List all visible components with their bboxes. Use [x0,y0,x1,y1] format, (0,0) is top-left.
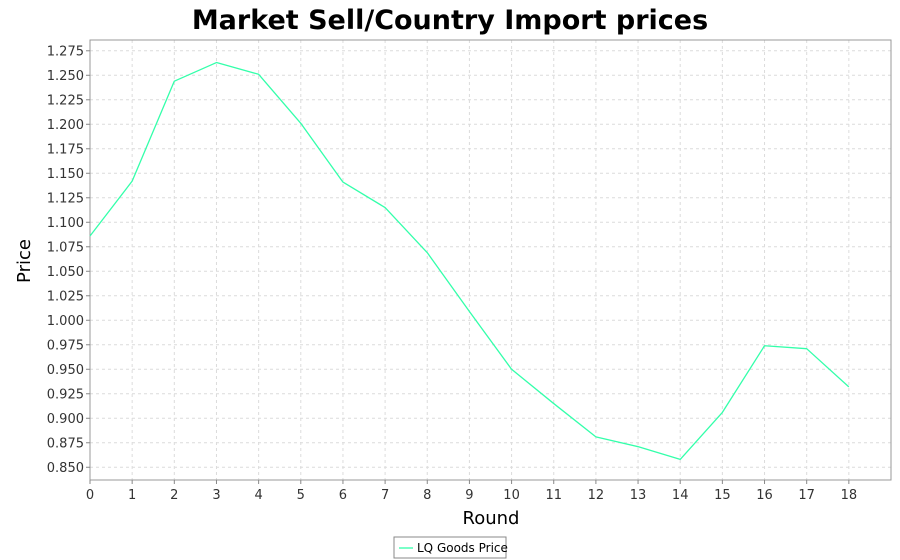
y-tick-label: 1.150 [47,167,84,182]
x-tick-label: 18 [841,488,858,503]
y-tick-label: 1.125 [47,191,84,206]
y-tick-label: 0.950 [47,363,84,378]
x-axis-label: Round [463,508,520,529]
x-axis: 0 1 2 3 4 5 6 7 8 9 10 11 12 13 14 15 16 17 18 [86,480,857,503]
y-tick-label: 1.200 [47,118,84,133]
y-tick-label: 1.050 [47,265,84,280]
x-tick-label: 15 [714,488,731,503]
data-point [299,121,303,125]
y-tick-label: 0.925 [47,387,84,402]
y-tick-label: 1.025 [47,289,84,304]
y-tick-label: 1.000 [47,314,84,329]
series-layer [88,61,851,461]
x-tick-label: 1 [128,488,136,503]
data-point [383,206,387,210]
x-tick-label: 14 [672,488,689,503]
legend-box [393,536,507,559]
data-point [678,457,682,461]
x-tick-label: 13 [630,488,647,503]
data-point [594,435,598,439]
data-point [130,179,134,183]
x-tick-label: 16 [756,488,773,503]
y-axis: 0.850 0.875 0.900 0.925 0.950 0.975 1.000 1.025… [47,44,90,476]
data-point [341,180,345,184]
data-point [88,234,92,238]
data-point [636,445,640,449]
x-tick-label: 0 [86,488,94,503]
legend: LQ Goods Price [393,536,508,559]
x-tick-label: 12 [588,488,605,503]
data-point [720,410,724,414]
x-tick-label: 5 [297,488,305,503]
series-line-lq-goods-price [89,61,850,461]
y-tick-label: 0.875 [47,436,84,451]
x-tick-label: 11 [545,488,562,503]
x-tick-label: 9 [465,488,473,503]
legend-label-lq-goods-price: LQ Goods Price [417,541,508,555]
y-tick-label: 0.975 [47,338,84,353]
data-point [257,72,261,76]
y-tick-label: 1.175 [47,142,84,157]
x-tick-label: 3 [212,488,220,503]
data-point [214,61,218,65]
x-tick-label: 7 [381,488,389,503]
y-tick-label: 1.225 [47,93,84,108]
data-point [425,251,429,255]
plot-area [89,39,892,481]
data-point [847,385,851,389]
x-tick-label: 10 [503,488,520,503]
chart-title: Market Sell/Country Import prices [192,5,708,36]
y-tick-label: 1.100 [47,216,84,231]
data-point [510,367,514,371]
data-point [172,79,176,83]
data-point [805,347,809,351]
data-point [763,344,767,348]
y-axis-label: Price [14,239,35,283]
x-tick-label: 4 [254,488,262,503]
x-tick-label: 2 [170,488,178,503]
y-tick-label: 0.900 [47,412,84,427]
x-tick-label: 8 [423,488,431,503]
y-tick-label: 0.850 [47,461,84,476]
data-point [467,309,471,313]
y-tick-label: 1.075 [47,240,84,255]
x-tick-label: 17 [798,488,815,503]
x-tick-label: 6 [339,488,347,503]
y-tick-label: 1.250 [47,69,84,84]
data-point [552,402,556,406]
y-tick-label: 1.275 [47,44,84,59]
grid [89,40,891,480]
